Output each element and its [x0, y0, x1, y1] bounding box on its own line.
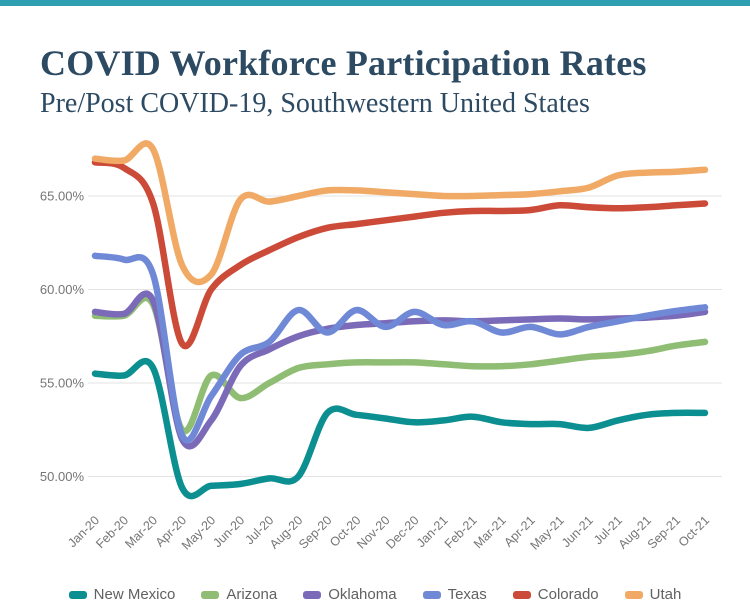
- y-axis-tick-label: 55.00%: [40, 376, 85, 391]
- series-line-arizona: [91, 294, 709, 435]
- legend-item-texas: Texas: [422, 586, 487, 600]
- chart-legend: New Mexico Arizona Oklahoma Texas Colorado Ut…: [0, 586, 750, 600]
- chart-title: COVID Workforce Participation Rates: [40, 43, 647, 83]
- chart-subtitle: Pre/Post COVID-19, Southwestern United S…: [40, 88, 590, 119]
- legend-item-oklahoma: Oklahoma: [303, 586, 397, 600]
- series-line-new-mexico: [91, 357, 709, 500]
- legend-swatch-oklahoma: [303, 590, 322, 599]
- x-axis-tick-label: Jun-20: [210, 513, 247, 550]
- legend-item-colorado: Colorado: [512, 586, 599, 600]
- legend-label: Colorado: [537, 586, 599, 600]
- y-axis-tick-label: 60.00%: [40, 282, 85, 297]
- series-line-colorado: [91, 159, 709, 350]
- legend-label: Utah: [649, 586, 682, 600]
- legend-item-arizona: Arizona: [201, 586, 277, 600]
- x-axis-tick-label: Sep-20: [296, 513, 334, 551]
- line-chart-plot: 50.00%55.00%60.00%65.00%Jan-20Feb-20Mar-…: [40, 140, 722, 553]
- x-axis-tick-label: Jun-21: [559, 513, 596, 550]
- legend-swatch-colorado: [512, 590, 531, 599]
- x-axis-tick-label: Oct-21: [676, 513, 712, 549]
- y-axis-tick-label: 65.00%: [40, 189, 85, 204]
- legend-label: New Mexico: [93, 586, 176, 600]
- legend-swatch-texas: [422, 590, 441, 599]
- legend-item-utah: Utah: [624, 586, 682, 600]
- x-axis-tick-label: Dec-20: [383, 513, 421, 551]
- legend-swatch-arizona: [201, 590, 220, 599]
- legend-label: Oklahoma: [328, 586, 397, 600]
- x-axis-tick-label: Mar-20: [122, 513, 160, 551]
- series-line-utah: [91, 140, 709, 286]
- legend-item-new-mexico: New Mexico: [68, 586, 176, 600]
- series-line-texas: [91, 252, 709, 444]
- x-axis-tick-label: Mar-21: [471, 513, 509, 551]
- legend-swatch-utah: [624, 590, 643, 599]
- legend-label: Arizona: [226, 586, 278, 600]
- legend-label: Texas: [447, 586, 487, 600]
- y-axis-tick-label: 50.00%: [40, 469, 85, 484]
- legend-swatch-new-mexico: [68, 590, 87, 599]
- x-axis-tick-label: Sep-21: [645, 513, 683, 551]
- accent-bar: [0, 0, 750, 6]
